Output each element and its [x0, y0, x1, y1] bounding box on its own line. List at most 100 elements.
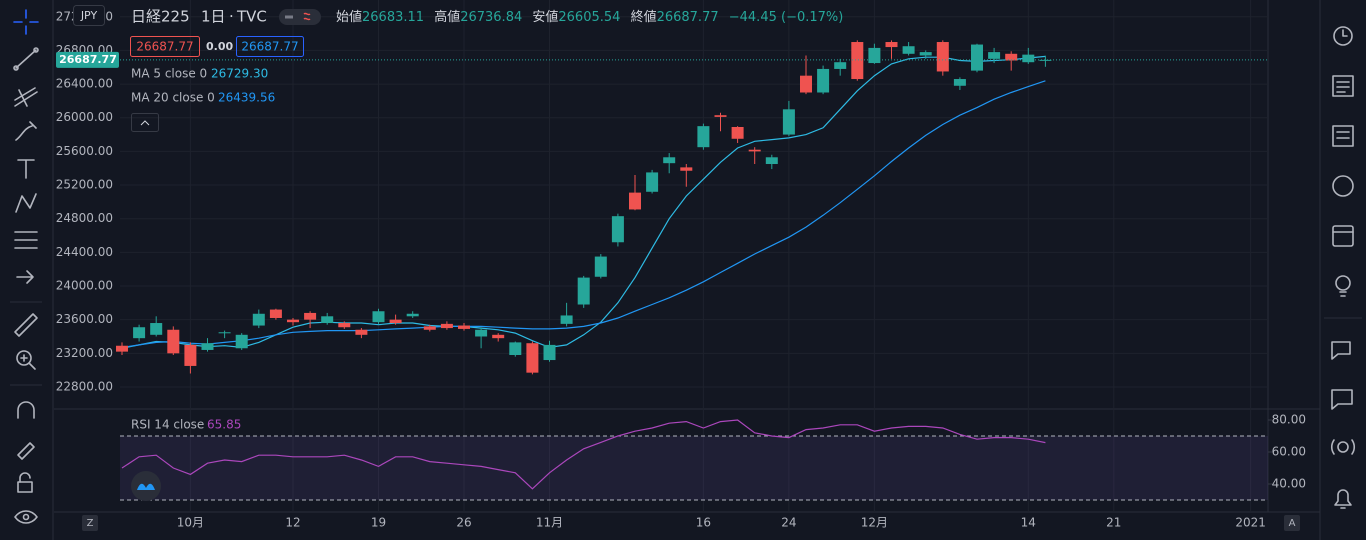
lock-drawings[interactable]: [17, 442, 35, 460]
candle-body: [389, 319, 402, 324]
candle-body: [458, 325, 470, 329]
zoom-tool[interactable]: [16, 350, 36, 370]
indicator-name[interactable]: MA 5 close 0: [131, 67, 207, 81]
arrow-tool[interactable]: [16, 270, 34, 284]
messages-button[interactable]: [1331, 389, 1353, 410]
x-tick-label: 12: [285, 516, 300, 530]
candle-body: [629, 192, 641, 210]
streams-button[interactable]: [1330, 439, 1356, 455]
hotlist-button[interactable]: [1332, 175, 1354, 197]
x-tick-label: 21: [1106, 516, 1121, 530]
auto-button[interactable]: [82, 515, 98, 531]
candle-body: [475, 329, 488, 337]
candle-body: [423, 326, 436, 330]
y-tick-label: 40.00: [1272, 477, 1306, 491]
ohlc-value: 26605.54: [558, 10, 620, 25]
candle-body: [167, 329, 180, 354]
x-tick-label: 19: [371, 516, 386, 530]
candle-body: [304, 312, 317, 320]
prediction-tool[interactable]: [14, 231, 38, 249]
candle-body: [611, 216, 624, 243]
lock-tool[interactable]: [17, 472, 33, 493]
candle-body: [714, 115, 727, 117]
y-tick-label: 24000.00: [56, 279, 113, 293]
watchlist-button[interactable]: [1332, 75, 1354, 97]
symbol[interactable]: 日経225: [131, 8, 190, 26]
alerts-button[interactable]: [1333, 26, 1353, 46]
candle-body: [372, 311, 385, 323]
candle-body: [680, 167, 693, 171]
candle-body: [509, 342, 522, 355]
indicator-name[interactable]: MA 20 close 0: [131, 91, 215, 105]
indicator-line: [121, 80, 1046, 348]
candle-body: [902, 46, 915, 54]
candle-body: [919, 52, 932, 56]
currency-box[interactable]: [73, 5, 105, 26]
logo[interactable]: [131, 471, 161, 501]
candle-body: [1022, 54, 1035, 63]
news-button[interactable]: [1332, 125, 1354, 147]
candle-body: [235, 334, 248, 349]
x-tick-label: 24: [781, 516, 796, 530]
rsi-band: [120, 436, 1268, 500]
chat-button[interactable]: [1331, 341, 1351, 360]
indicator-name[interactable]: RSI 14 close: [131, 418, 204, 432]
candle-body: [697, 126, 710, 148]
ohlc-label: 高値: [434, 9, 460, 25]
sell-price[interactable]: 26687.77: [136, 40, 193, 54]
header: 日経225 1日 · TVC 始値26683.11 高値26736.84 安値2…: [130, 8, 843, 501]
status-pill[interactable]: [279, 9, 321, 25]
buy-button[interactable]: [236, 36, 304, 57]
candle-body: [800, 75, 812, 93]
candle-body: [526, 343, 539, 373]
candle-body: [321, 316, 334, 324]
y-tick-label: 22800.00: [56, 379, 113, 393]
calendar-button[interactable]: [1332, 225, 1354, 247]
candle-body: [1005, 53, 1018, 61]
interval[interactable]: 1日: [201, 8, 226, 26]
ideas-button[interactable]: [1335, 275, 1351, 297]
collapse-button[interactable]: [131, 113, 159, 132]
ohlc-value: 26736.84: [460, 10, 522, 25]
source: TVC: [236, 8, 267, 26]
candle-body: [492, 334, 505, 339]
candle-body: [646, 172, 659, 192]
candle-body: [577, 277, 590, 305]
candle-body: [748, 149, 761, 152]
y-tick-label: 25600.00: [56, 144, 113, 158]
buy-price[interactable]: 26687.77: [241, 40, 298, 54]
text-tool[interactable]: [17, 159, 35, 179]
button-label[interactable]: A: [1289, 518, 1296, 529]
brush-tool[interactable]: [15, 121, 37, 141]
candle-body: [133, 327, 146, 339]
magnet-tool[interactable]: [17, 401, 35, 419]
hide-tool[interactable]: [14, 510, 38, 524]
y-tick-label: 23200.00: [56, 346, 113, 360]
trendline-tool[interactable]: [13, 47, 39, 71]
candle-body: [543, 344, 556, 361]
y-tick-label: 25200.00: [56, 178, 113, 192]
auto-scale-button[interactable]: [1284, 515, 1300, 531]
right-toolbar: [1324, 26, 1362, 509]
overlay-layer: JPY Z A: [73, 5, 1300, 531]
candle-body: [971, 44, 983, 71]
candle-body: [594, 256, 607, 277]
fib-tool[interactable]: [14, 87, 38, 107]
notifications-button[interactable]: [1334, 489, 1352, 509]
ohlc-label: 始値: [336, 9, 362, 25]
candle-body: [338, 323, 351, 328]
crosshair-tool[interactable]: [13, 9, 39, 35]
button-label[interactable]: Z: [87, 518, 94, 529]
candle-body: [116, 345, 128, 352]
candle-body: [765, 157, 778, 165]
plot-layer: 10月 12 19 26 11月 16 24 12月 14 21 2021 22800.00 23200…: [56, 0, 1306, 530]
candle-body: [663, 157, 676, 164]
sell-button[interactable]: [130, 36, 200, 57]
separator-dot: ·: [229, 8, 234, 26]
left-toolbar: [10, 9, 42, 524]
currency: JPY: [80, 9, 98, 22]
logo-mark: [137, 483, 155, 490]
pattern-tool[interactable]: [15, 193, 37, 213]
y-tick-label: 26000.00: [56, 110, 113, 124]
measure-tool[interactable]: [14, 313, 38, 337]
